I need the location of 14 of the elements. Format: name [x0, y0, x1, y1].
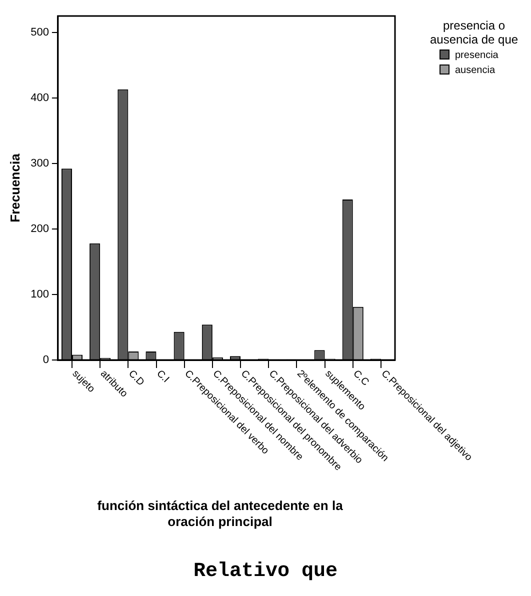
y-tick-label: 500 [30, 26, 49, 38]
x-tick-label: C.I [154, 368, 172, 386]
legend-title: presencia o ausencia de que [430, 18, 518, 46]
legend-label: presencia [455, 50, 499, 61]
text: Relativo que [192, 560, 339, 583]
y-tick-label: 300 [30, 157, 49, 170]
y-tick-label: 0 [42, 354, 49, 366]
y-tick-label: 400 [30, 92, 49, 104]
x-axis-title: función sintáctica del antecedente en la oración principal [96, 498, 344, 530]
y-tick-label: 100 [30, 288, 49, 301]
legend-label: ausencia [455, 64, 496, 76]
x-tick-label: C.D [126, 368, 146, 388]
y-axis-title: Frecuencia [7, 152, 22, 222]
y-tick-label: 200 [30, 222, 49, 235]
